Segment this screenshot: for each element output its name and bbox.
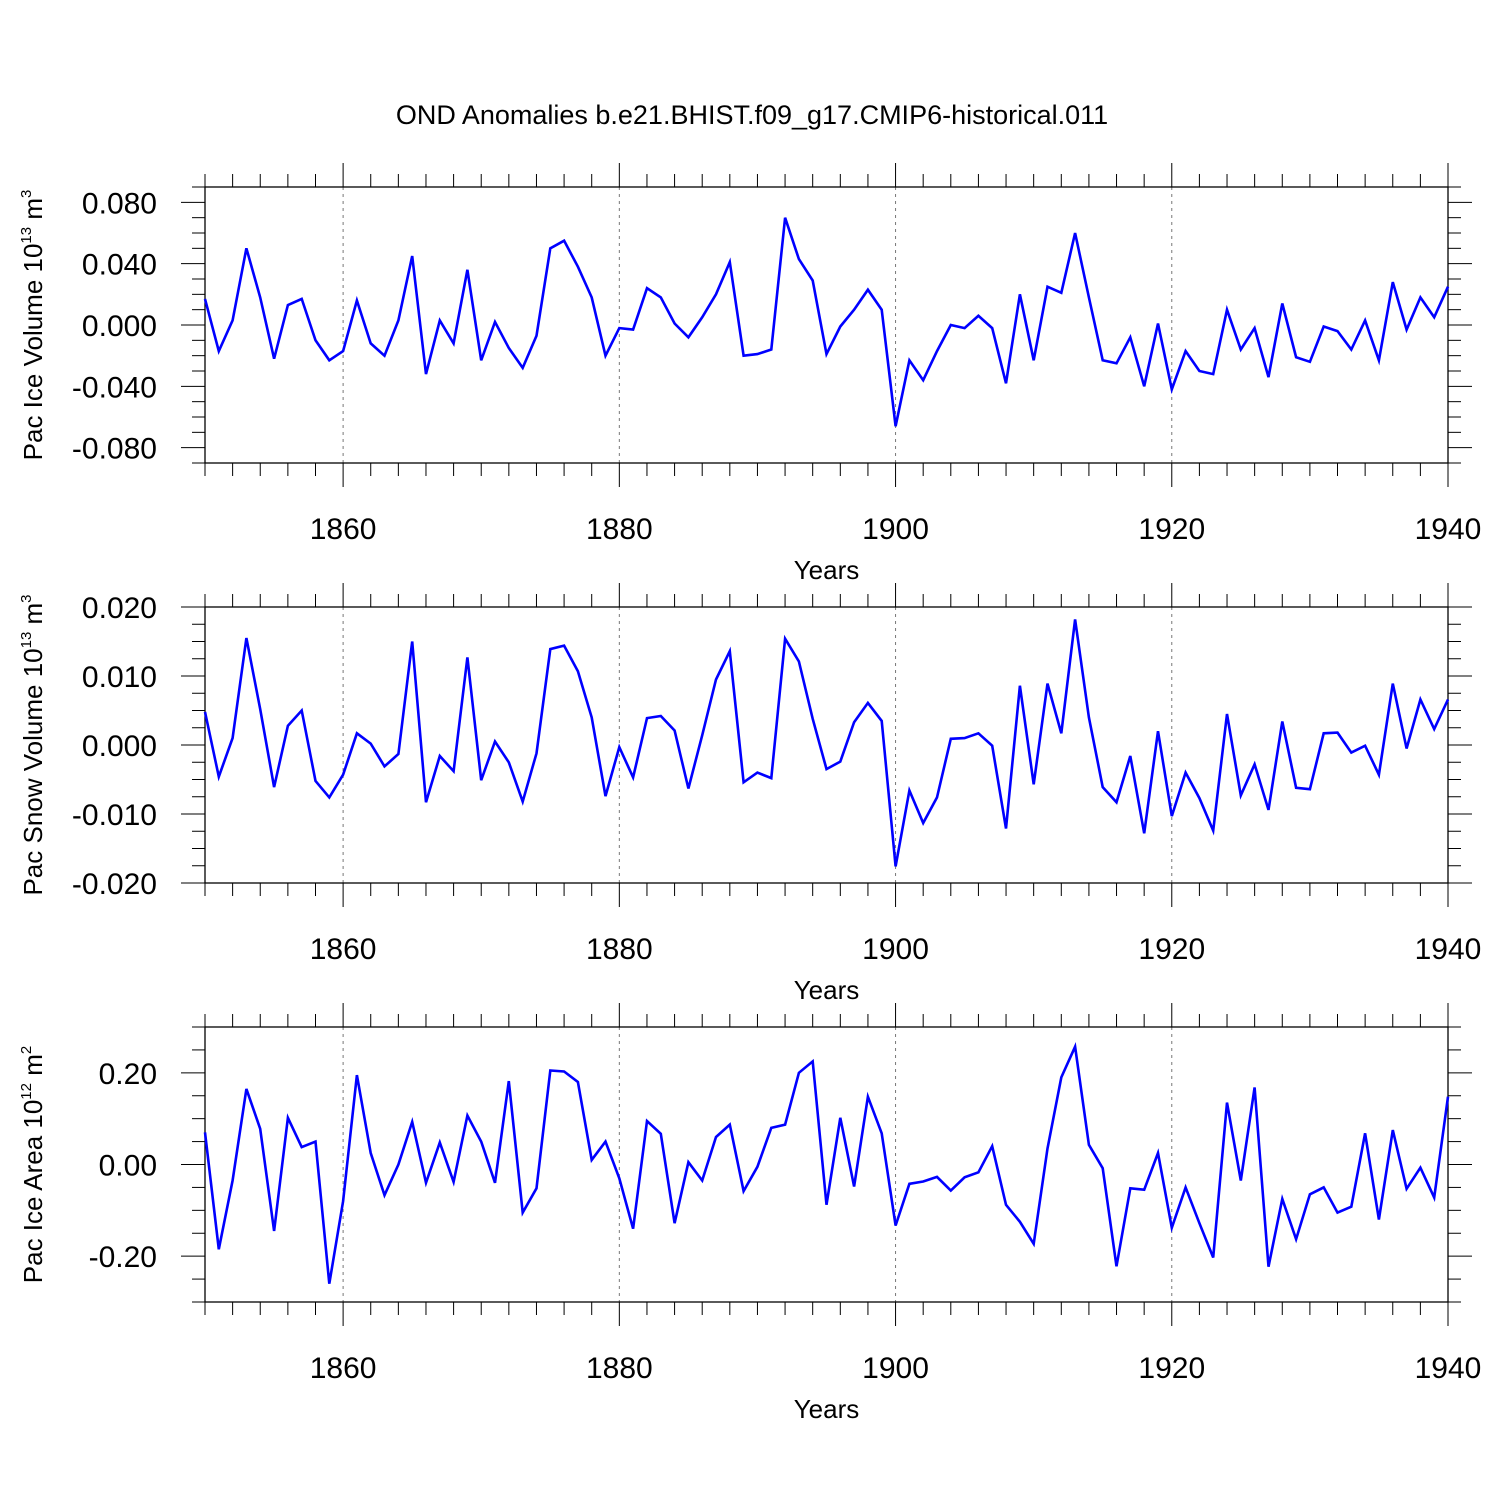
plot-frame — [204, 606, 1449, 884]
x-tick-label: 1920 — [1138, 1352, 1205, 1385]
x-tick-label: 1940 — [1415, 1352, 1482, 1385]
y-tick-label: -0.20 — [89, 1241, 157, 1274]
figure-title: OND Anomalies b.e21.BHIST.f09_g17.CMIP6-… — [396, 100, 1108, 130]
x-tick-label: 1860 — [310, 1352, 377, 1385]
y-tick-label: 0.080 — [82, 187, 157, 220]
y-axis-label-unit-exponent: 3 — [18, 190, 35, 198]
y-axis-label-unit: m — [18, 198, 48, 227]
y-tick-label: 0.20 — [99, 1058, 157, 1091]
panel-2: 0.020 0.010 0.000 -0.010 -0.020 1860 1880 1900 1… — [18, 583, 1481, 1005]
x-tick-label: 1880 — [586, 1352, 653, 1385]
y-tick-label: -0.040 — [72, 371, 157, 404]
y-tick-label: -0.020 — [72, 868, 157, 901]
panel-3: 0.20 0.00 -0.20 1860 1880 1900 1920 1940 Years Pa… — [18, 1003, 1481, 1424]
y-tick-label: 0.000 — [82, 310, 157, 343]
y-axis-label-text: Pac Ice Area 10 — [18, 1100, 48, 1284]
y-axis-label-unit-exponent: 2 — [18, 1046, 35, 1054]
y-axis-label-text: Pac Ice Volume 10 — [18, 244, 48, 461]
y-axis-label-unit: m — [18, 603, 48, 632]
x-tick-label: 1920 — [1138, 933, 1205, 966]
x-tick-label: 1920 — [1138, 513, 1205, 546]
y-tick-label: 0.00 — [99, 1150, 157, 1183]
y-axis-label: Pac Ice Area 1012 m2 — [18, 1046, 48, 1283]
y-tick-label: -0.080 — [72, 433, 157, 466]
y-axis-label-exponent: 13 — [18, 632, 35, 649]
x-tick-label: 1900 — [862, 933, 929, 966]
y-axis-label-unit-exponent: 3 — [18, 594, 35, 602]
x-axis-label: Years — [794, 1394, 860, 1424]
x-tick-label: 1900 — [862, 1352, 929, 1385]
x-axis-label: Years — [794, 555, 860, 585]
y-axis-label: Pac Snow Volume 1013 m3 — [18, 594, 48, 895]
x-tick-label: 1900 — [862, 513, 929, 546]
panel-1: 0.080 0.040 0.000 -0.040 -0.080 1860 1880 1900 1… — [18, 163, 1481, 585]
y-tick-label: 0.010 — [82, 661, 157, 694]
x-tick-label: 1940 — [1415, 513, 1482, 546]
series-line — [203, 217, 1450, 427]
y-axis-label-exponent: 13 — [18, 227, 35, 244]
y-tick-label: 0.000 — [82, 730, 157, 763]
series-line — [203, 1042, 1450, 1284]
x-tick-label: 1880 — [586, 513, 653, 546]
panels: 0.080 0.040 0.000 -0.040 -0.080 1860 1880 1900 1… — [18, 163, 1481, 1424]
x-tick-label: 1860 — [310, 933, 377, 966]
plot-frame — [204, 186, 1449, 464]
y-tick-label: 0.020 — [82, 592, 157, 625]
y-tick-label: 0.040 — [82, 249, 157, 282]
x-tick-label: 1940 — [1415, 933, 1482, 966]
series-line — [203, 619, 1450, 867]
y-axis-label: Pac Ice Volume 1013 m3 — [18, 190, 48, 461]
y-axis-label-exponent: 12 — [18, 1083, 35, 1100]
y-axis-label-unit: m — [18, 1054, 48, 1083]
x-tick-label: 1860 — [310, 513, 377, 546]
x-axis-label: Years — [794, 975, 860, 1005]
y-axis-label-text: Pac Snow Volume 10 — [18, 648, 48, 895]
x-tick-label: 1880 — [586, 933, 653, 966]
y-tick-label: -0.010 — [72, 799, 157, 832]
